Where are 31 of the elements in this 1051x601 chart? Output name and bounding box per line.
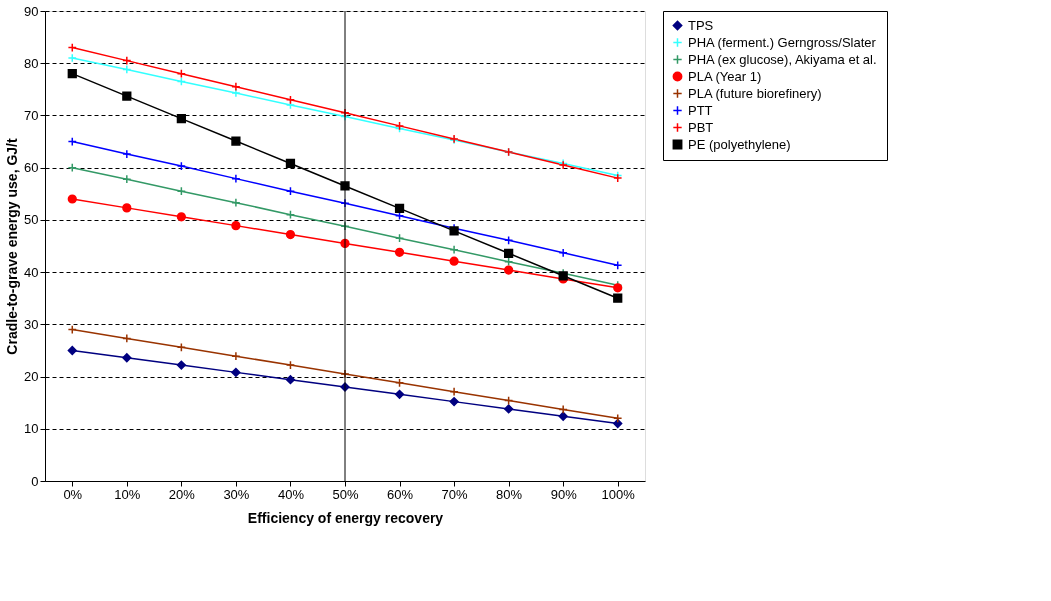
- legend-label: PBT: [688, 119, 714, 135]
- x-tick-label: 70%: [441, 486, 469, 502]
- legend-label: PTT: [688, 102, 713, 118]
- legend-label: PHA (ex glucose), Akiyama et al.: [688, 51, 877, 67]
- y-tick-label: 30: [24, 316, 39, 332]
- x-tick-label: 80%: [496, 486, 523, 502]
- x-tick-label: 10%: [114, 486, 141, 502]
- x-tick-label: 40%: [277, 486, 305, 502]
- legend-label: PLA (future biorefinery): [688, 85, 822, 101]
- y-tick-label: 40: [24, 264, 39, 280]
- y-tick-label: 70: [24, 107, 39, 123]
- y-axis-title: Cradle-to-grave energy use, GJ/t: [4, 138, 21, 355]
- x-axis-title: Efficiency of energy recovery: [247, 509, 444, 526]
- y-tick-label: 80: [24, 55, 39, 71]
- legend-label: PHA (ferment.) Gerngross/Slater: [688, 34, 877, 50]
- y-tick-label: 20: [24, 369, 39, 385]
- x-tick-label: 20%: [168, 486, 196, 502]
- y-tick-label: 0: [31, 473, 39, 489]
- y-tick-label: 90: [24, 3, 39, 19]
- legend-label: PE (polyethylene): [688, 136, 791, 152]
- x-tick-label: 30%: [223, 486, 250, 502]
- x-tick-label: 60%: [387, 486, 414, 502]
- x-tick-label: 0%: [63, 486, 83, 502]
- legend-label: TPS: [688, 17, 714, 33]
- y-tick-label: 60: [24, 160, 39, 176]
- y-tick-label: 10: [24, 421, 39, 437]
- y-tick-label: 50: [24, 212, 39, 228]
- legend-label: PLA (Year 1): [688, 68, 762, 84]
- x-tick-label: 90%: [550, 486, 578, 502]
- x-tick-label: 100%: [601, 486, 636, 502]
- x-tick-label: 50%: [332, 486, 359, 502]
